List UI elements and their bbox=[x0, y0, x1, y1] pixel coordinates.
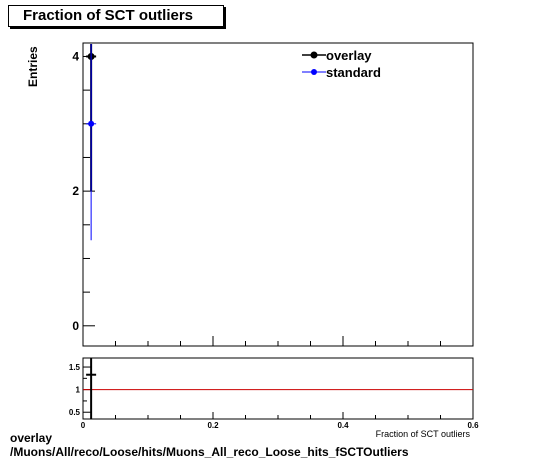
chart-title: Fraction of SCT outliers bbox=[8, 5, 224, 27]
footer-line-2: /Muons/All/reco/Loose/hits/Muons_All_rec… bbox=[10, 445, 409, 459]
y-tick-label: 0 bbox=[72, 319, 79, 333]
y-tick-label: 4 bbox=[72, 49, 79, 63]
main-data-points bbox=[86, 44, 97, 241]
x-tick-label: 0.2 bbox=[207, 421, 219, 430]
ratio-plot-frame bbox=[82, 357, 474, 420]
ratio-data-points bbox=[83, 358, 473, 419]
x-tick-label: 0.6 bbox=[467, 421, 479, 430]
ratio-y-tick-label: 1.5 bbox=[69, 363, 81, 372]
x-tick-label: 0 bbox=[81, 421, 86, 430]
main-axis-ticks: 0 2 4 bbox=[72, 49, 474, 346]
x-axis-label: Fraction of SCT outliers bbox=[376, 429, 471, 439]
ratio-y-tick-label: 0.5 bbox=[69, 408, 81, 417]
legend-overlay-label: overlay bbox=[326, 48, 372, 63]
legend-standard-label: standard bbox=[326, 65, 381, 80]
x-tick-labels: 0 0.2 0.4 0.6 bbox=[81, 421, 479, 430]
ratio-y-tick-label: 1 bbox=[76, 386, 81, 395]
data-point-standard bbox=[88, 120, 95, 127]
footer-line-1: overlay bbox=[10, 432, 57, 445]
y-axis-label: Entries bbox=[26, 46, 40, 87]
legend-overlay-marker bbox=[310, 51, 318, 59]
y-tick-label: 2 bbox=[72, 184, 79, 198]
legend: overlay standard bbox=[302, 48, 381, 80]
main-plot-frame bbox=[82, 42, 474, 347]
ratio-axis-ticks: 0.5 1 1.5 bbox=[69, 363, 474, 419]
legend-standard-marker bbox=[311, 69, 317, 75]
x-tick-label: 0.4 bbox=[337, 421, 349, 430]
